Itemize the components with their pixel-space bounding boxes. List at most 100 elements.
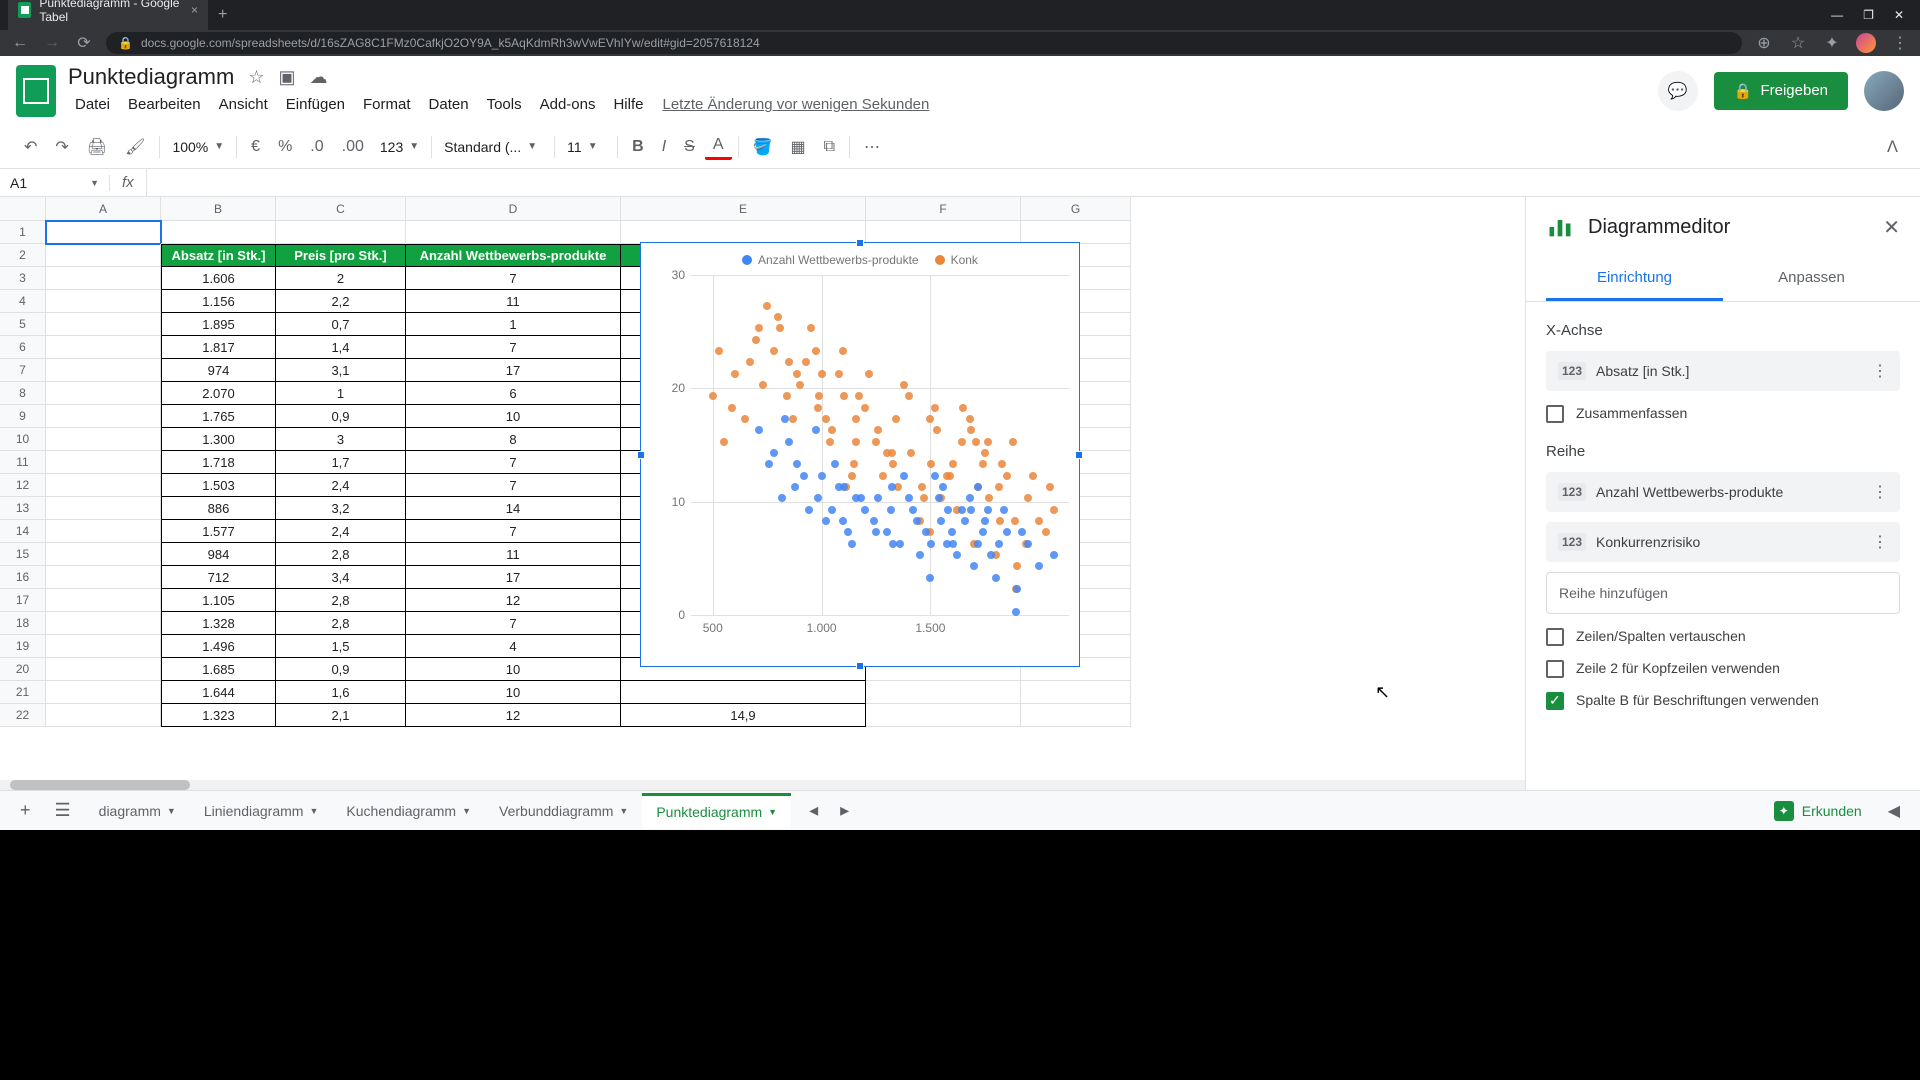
- paint-format-icon[interactable]: 🖌: [117, 131, 153, 163]
- fill-color-icon[interactable]: 🪣: [745, 131, 781, 163]
- cell[interactable]: [46, 313, 161, 336]
- name-box[interactable]: A1▼: [0, 175, 110, 191]
- row-header-7[interactable]: 7: [0, 359, 45, 382]
- row-header-9[interactable]: 9: [0, 405, 45, 428]
- cell[interactable]: [46, 267, 161, 290]
- x-axis-field-chip[interactable]: 123 Absatz [in Stk.] ⋮: [1546, 351, 1900, 391]
- italic-icon[interactable]: I: [654, 132, 674, 162]
- add-sheet-icon[interactable]: +: [10, 794, 41, 827]
- cell[interactable]: 2,8: [276, 543, 406, 566]
- menu-bearbeiten[interactable]: Bearbeiten: [121, 92, 208, 117]
- decrease-decimal-icon[interactable]: .0: [302, 132, 331, 162]
- menu-ansicht[interactable]: Ansicht: [212, 92, 275, 117]
- explore-button[interactable]: ✦ Erkunden: [1762, 795, 1874, 827]
- row-header-18[interactable]: 18: [0, 612, 45, 635]
- cell[interactable]: 2,8: [276, 612, 406, 635]
- cell[interactable]: 1.685: [161, 658, 276, 681]
- cell[interactable]: 1.328: [161, 612, 276, 635]
- cell[interactable]: 984: [161, 543, 276, 566]
- cell[interactable]: 2,4: [276, 520, 406, 543]
- extensions-icon[interactable]: ✦: [1822, 33, 1842, 53]
- cell[interactable]: [621, 681, 866, 704]
- cell[interactable]: 1.577: [161, 520, 276, 543]
- cell[interactable]: 11: [406, 290, 621, 313]
- bold-icon[interactable]: B: [624, 132, 652, 162]
- cell[interactable]: 17: [406, 359, 621, 382]
- text-color-icon[interactable]: A: [705, 133, 732, 160]
- cell[interactable]: 1,6: [276, 681, 406, 704]
- sheet-tab-menu-icon[interactable]: ▼: [768, 807, 777, 817]
- add-series-button[interactable]: Reihe hinzufügen: [1546, 572, 1900, 614]
- cell[interactable]: [46, 290, 161, 313]
- cell[interactable]: 2,4: [276, 474, 406, 497]
- chart-handle-n[interactable]: [856, 239, 864, 247]
- row-header-20[interactable]: 20: [0, 658, 45, 681]
- aggregate-checkbox-row[interactable]: Zusammenfassen: [1546, 405, 1900, 423]
- cell[interactable]: 1.718: [161, 451, 276, 474]
- cell[interactable]: [406, 221, 621, 244]
- maximize-icon[interactable]: ❐: [1863, 8, 1874, 22]
- sheet-tab-diagramm[interactable]: diagramm▼: [85, 793, 190, 828]
- menu-datei[interactable]: Datei: [68, 92, 117, 117]
- share-button[interactable]: 🔒 Freigeben: [1714, 72, 1848, 110]
- cell[interactable]: 4: [406, 635, 621, 658]
- chart-handle-e[interactable]: [1075, 451, 1083, 459]
- cell[interactable]: [46, 566, 161, 589]
- last-edit-text[interactable]: Letzte Änderung vor wenigen Sekunden: [654, 92, 937, 117]
- chart-handle-w[interactable]: [637, 451, 645, 459]
- tab-customize[interactable]: Anpassen: [1723, 257, 1900, 301]
- menu-hilfe[interactable]: Hilfe: [606, 92, 650, 117]
- cell[interactable]: 2,1: [276, 704, 406, 727]
- cell[interactable]: [46, 451, 161, 474]
- col-header-C[interactable]: C: [276, 197, 406, 220]
- cell[interactable]: [46, 589, 161, 612]
- cell[interactable]: 1.606: [161, 267, 276, 290]
- row-header-21[interactable]: 21: [0, 681, 45, 704]
- new-tab-button[interactable]: +: [208, 0, 237, 30]
- cell[interactable]: 10: [406, 658, 621, 681]
- col-header-E[interactable]: E: [621, 197, 866, 220]
- cell[interactable]: 2,2: [276, 290, 406, 313]
- row-header-22[interactable]: 22: [0, 704, 45, 727]
- star-icon[interactable]: ☆: [1788, 33, 1808, 53]
- number-format-select[interactable]: 123▼: [374, 135, 425, 159]
- sheet-tab-menu-icon[interactable]: ▼: [309, 806, 318, 816]
- cell[interactable]: [276, 221, 406, 244]
- menu-daten[interactable]: Daten: [422, 92, 476, 117]
- series-2-chip[interactable]: 123 Konkurrenzrisiko ⋮: [1546, 522, 1900, 562]
- cell[interactable]: 1.503: [161, 474, 276, 497]
- cell[interactable]: 1.765: [161, 405, 276, 428]
- sheet-nav-right-icon[interactable]: ▸: [830, 794, 859, 827]
- undo-icon[interactable]: ↶: [16, 131, 45, 163]
- strikethrough-icon[interactable]: S: [676, 132, 703, 162]
- cell[interactable]: [1021, 681, 1131, 704]
- close-sidebar-icon[interactable]: ✕: [1883, 215, 1900, 240]
- menu-tools[interactable]: Tools: [480, 92, 529, 117]
- cell[interactable]: 1.323: [161, 704, 276, 727]
- cell[interactable]: [866, 221, 1021, 244]
- zoom-icon[interactable]: ⊕: [1754, 33, 1774, 53]
- cell[interactable]: 1.644: [161, 681, 276, 704]
- cell[interactable]: 2: [276, 267, 406, 290]
- sheets-logo-icon[interactable]: [16, 65, 56, 117]
- select-all-corner[interactable]: [0, 197, 46, 221]
- menu-add-ons[interactable]: Add-ons: [533, 92, 603, 117]
- cell[interactable]: 2,8: [276, 589, 406, 612]
- cell[interactable]: 1,4: [276, 336, 406, 359]
- cell[interactable]: [46, 405, 161, 428]
- row-header-6[interactable]: 6: [0, 336, 45, 359]
- cell[interactable]: 3,4: [276, 566, 406, 589]
- row-header-13[interactable]: 13: [0, 497, 45, 520]
- cell[interactable]: [46, 658, 161, 681]
- col-header-B[interactable]: B: [161, 197, 276, 220]
- col-header-F[interactable]: F: [866, 197, 1021, 220]
- zoom-select[interactable]: 100%▼: [166, 135, 230, 159]
- sheet-tab-menu-icon[interactable]: ▼: [619, 806, 628, 816]
- col-header-D[interactable]: D: [406, 197, 621, 220]
- menu-einfügen[interactable]: Einfügen: [279, 92, 352, 117]
- cell[interactable]: 0,9: [276, 658, 406, 681]
- address-bar[interactable]: 🔒 docs.google.com/spreadsheets/d/16sZAG8…: [106, 32, 1742, 54]
- collapse-toolbar-icon[interactable]: ᐱ: [1881, 131, 1904, 163]
- close-window-icon[interactable]: ✕: [1894, 8, 1904, 22]
- row-header-8[interactable]: 8: [0, 382, 45, 405]
